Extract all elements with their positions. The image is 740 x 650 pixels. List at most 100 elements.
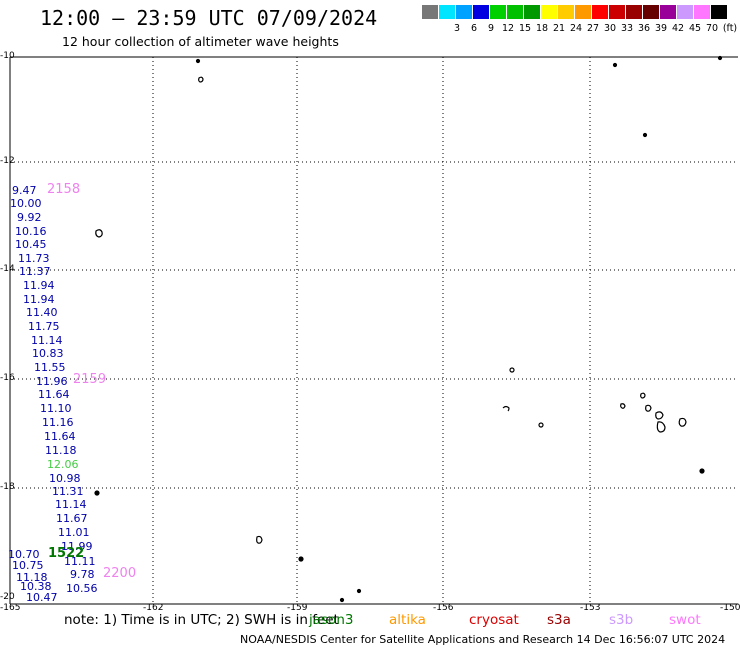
latitude-tick: -20 (0, 592, 15, 602)
wave-height-value: 11.37 (19, 265, 51, 278)
legend-label: 70 (705, 23, 719, 34)
pass-time-label: 2200 (103, 566, 137, 581)
latitude-tick: -14 (0, 264, 15, 274)
legend-swatch (490, 5, 506, 19)
legend-label: 42 (671, 23, 685, 34)
legend-label: 36 (637, 23, 651, 34)
wave-height-value: 11.16 (42, 416, 74, 429)
gridlines (10, 57, 738, 604)
island-outline (640, 392, 646, 399)
island-outline (642, 132, 648, 138)
wave-height-value: 10.16 (15, 225, 47, 238)
wave-height-value: 11.14 (31, 334, 63, 347)
island-outline (699, 468, 705, 474)
longitude-tick: -153 (580, 603, 601, 613)
wave-height-value: 11.01 (58, 526, 90, 539)
legend-label: 24 (569, 23, 583, 34)
wave-height-value: 11.75 (28, 320, 60, 333)
wave-height-value: 9.92 (17, 211, 42, 224)
legend-label: 3 (453, 23, 461, 34)
legend-swatch (575, 5, 591, 19)
longitude-tick: -156 (433, 603, 454, 613)
longitude-tick: -150 (720, 603, 740, 613)
legend-unit: (ft) (722, 23, 738, 34)
latitude-tick: -12 (0, 156, 15, 166)
pass-time-label: 2158 (47, 182, 81, 197)
latitude-tick: -16 (0, 373, 15, 383)
legend-label: 39 (654, 23, 668, 34)
wave-height-value: 11.64 (44, 430, 76, 443)
legend-label: 21 (552, 23, 566, 34)
island-outlines (94, 55, 723, 603)
wave-height-value: 10.47 (26, 591, 58, 604)
wave-height-value: 11.94 (23, 279, 55, 292)
latitude-tick: -10 (0, 51, 15, 61)
island-outline (198, 76, 204, 83)
wave-height-value: 11.11 (64, 555, 96, 568)
legend-swatch (592, 5, 608, 19)
mission-label: jason3 (309, 612, 354, 628)
legend-label: 9 (487, 23, 495, 34)
island-outline (502, 405, 510, 412)
wave-height-value: 11.18 (45, 444, 77, 457)
island-outline (195, 58, 201, 64)
legend-swatch (660, 5, 676, 19)
island-outline (717, 55, 723, 61)
wave-height-value: 11.64 (38, 388, 70, 401)
mission-label: swot (669, 612, 701, 628)
legend-swatch (541, 5, 557, 19)
wave-height-value: 11.96 (36, 375, 68, 388)
legend-label: 12 (501, 23, 515, 34)
island-outline (339, 597, 345, 603)
island-outline (256, 535, 263, 544)
longitude-tick: -165 (0, 603, 21, 613)
mission-label: s3b (609, 612, 634, 628)
legend-swatch (422, 5, 438, 19)
wave-height-value: 11.40 (26, 306, 58, 319)
wave-height-value: 11.99 (61, 540, 93, 553)
legend-label: 15 (518, 23, 532, 34)
wave-height-value: 10.56 (66, 582, 98, 595)
wave-height-value: 11.10 (40, 402, 72, 415)
wave-height-value: 11.14 (55, 498, 87, 511)
wave-height-value: 10.38 (20, 580, 52, 593)
legend-swatch (626, 5, 642, 19)
wave-height-value: 10.75 (12, 559, 44, 572)
pass-time-label: 2159 (73, 372, 107, 387)
legend-swatch (677, 5, 693, 19)
legend-label: 18 (535, 23, 549, 34)
island-outline (356, 588, 362, 594)
wave-height-value: 12.06 (47, 458, 79, 471)
footer-credit: NOAA/NESDIS Center for Satellite Applica… (240, 633, 726, 646)
wave-height-value: 9.47 (12, 184, 37, 197)
mission-label: altika (389, 612, 426, 628)
wave-height-value: 11.31 (52, 485, 84, 498)
island-outline (95, 229, 103, 238)
legend-swatch (524, 5, 540, 19)
longitude-tick: -159 (287, 603, 308, 613)
legend-label: 6 (470, 23, 478, 34)
legend-swatch (609, 5, 625, 19)
wave-height-value: 11.18 (16, 571, 48, 584)
latitude-tick: -18 (0, 482, 15, 492)
wave-height-value: 11.94 (23, 293, 55, 306)
wave-height-value: 9.78 (70, 568, 95, 581)
island-outline (538, 422, 544, 428)
island-outline (678, 417, 687, 427)
legend-label: 33 (620, 23, 634, 34)
island-outline (94, 490, 100, 496)
island-outline (645, 404, 652, 412)
legend-swatch (439, 5, 455, 19)
wave-height-value: 10.00 (10, 197, 42, 210)
island-outline (298, 556, 304, 562)
mission-label: cryosat (469, 612, 519, 628)
legend-swatch (558, 5, 574, 19)
map-frame (9, 56, 738, 605)
legend-swatch (711, 5, 727, 19)
legend-swatch (456, 5, 472, 19)
page-title: 12:00 – 23:59 UTC 07/09/2024 (40, 6, 378, 30)
island-outline (509, 367, 515, 373)
legend-label: 30 (603, 23, 617, 34)
legend-swatch (694, 5, 710, 19)
